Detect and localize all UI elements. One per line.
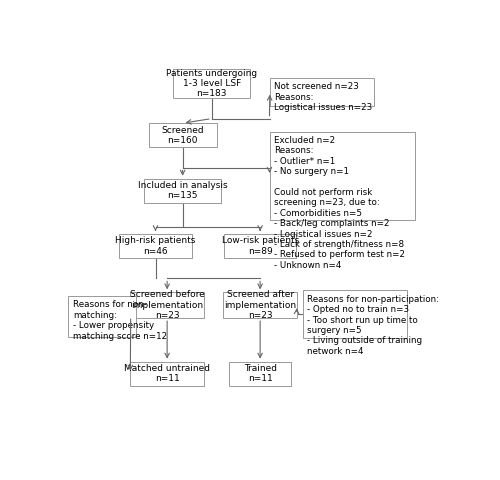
Text: Low-risk patients
n=89: Low-risk patients n=89 (222, 236, 299, 256)
FancyBboxPatch shape (130, 292, 204, 318)
Text: Not screened n=23
Reasons:
Logistical issues n=23: Not screened n=23 Reasons: Logistical is… (274, 83, 372, 112)
Text: Excluded n=2
Reasons:
- Outlier* n=1
- No surgery n=1

Could not perform risk
sc: Excluded n=2 Reasons: - Outlier* n=1 - N… (274, 136, 406, 270)
Text: Reasons for non-
matching:
- Lower propensity
matching score n=12: Reasons for non- matching: - Lower prope… (73, 300, 167, 341)
FancyBboxPatch shape (144, 179, 222, 203)
FancyBboxPatch shape (173, 69, 250, 98)
Text: Included in analysis
n=135: Included in analysis n=135 (138, 181, 228, 200)
FancyBboxPatch shape (303, 290, 408, 338)
Text: Trained
n=11: Trained n=11 (244, 364, 276, 384)
Text: Screened before
implementation
n=23: Screened before implementation n=23 (130, 290, 204, 320)
FancyBboxPatch shape (68, 296, 136, 336)
FancyBboxPatch shape (270, 132, 415, 220)
Text: Matched untrained
n=11: Matched untrained n=11 (124, 364, 210, 384)
FancyBboxPatch shape (224, 292, 297, 318)
FancyBboxPatch shape (118, 234, 192, 258)
FancyBboxPatch shape (224, 234, 296, 258)
Text: Screened after
implementation
n=23: Screened after implementation n=23 (224, 290, 296, 320)
FancyBboxPatch shape (270, 78, 374, 106)
Text: High-risk patients
n=46: High-risk patients n=46 (116, 236, 196, 256)
Text: Screened
n=160: Screened n=160 (162, 125, 204, 145)
FancyBboxPatch shape (229, 361, 291, 385)
Text: Reasons for non-participation:
- Opted no to train n=3
- Too short run up time t: Reasons for non-participation: - Opted n… (308, 295, 440, 356)
Text: Patients undergoing
1-3 level LSF
n=183: Patients undergoing 1-3 level LSF n=183 (166, 69, 257, 98)
FancyBboxPatch shape (148, 123, 216, 147)
FancyBboxPatch shape (130, 361, 204, 385)
